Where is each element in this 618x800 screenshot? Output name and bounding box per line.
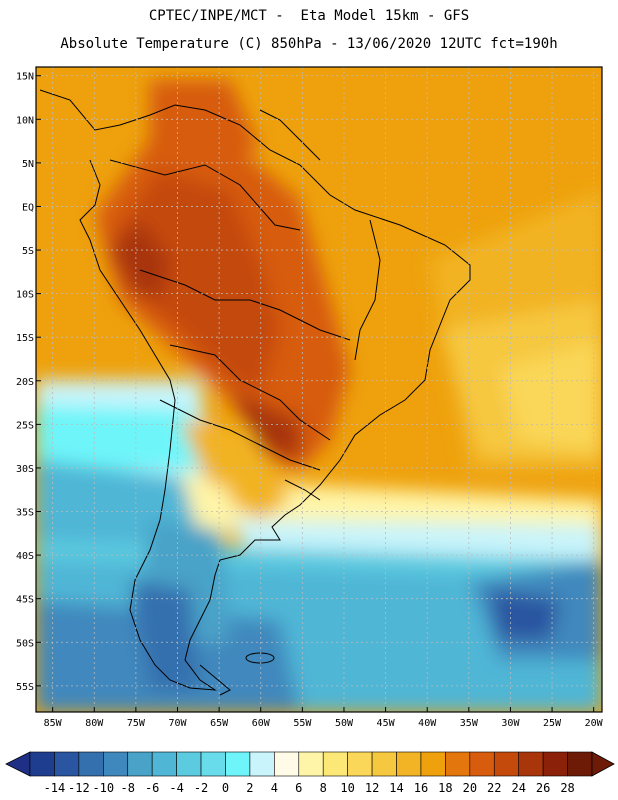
lat-label: 40S <box>16 551 34 562</box>
lat-label: 45S <box>16 595 34 606</box>
colorbar-swatch <box>445 751 471 777</box>
temperature-field <box>36 67 602 712</box>
colorbar-label: 8 <box>320 781 327 795</box>
colorbar-label: -8 <box>121 781 135 795</box>
lon-label: 35W <box>460 718 479 729</box>
colorbar-swatch <box>298 751 324 777</box>
lon-label: 65W <box>210 718 229 729</box>
lat-label: 5S <box>22 246 34 257</box>
lat-label: EQ <box>22 202 34 213</box>
colorbar-swatch <box>322 751 348 777</box>
lat-label: 50S <box>16 638 34 649</box>
colorbar-label: 24 <box>511 781 525 795</box>
lon-label: 30W <box>501 718 520 729</box>
colorbar-label: -4 <box>169 781 183 795</box>
lat-label: 10S <box>16 290 34 301</box>
colorbar-label: 4 <box>271 781 278 795</box>
colorbar-label: 14 <box>389 781 403 795</box>
colorbar-swatch <box>200 751 226 777</box>
colorbar-swatch <box>54 751 80 777</box>
colorbar-label: 26 <box>536 781 550 795</box>
colorbar-label: 22 <box>487 781 501 795</box>
lon-label: 75W <box>127 718 146 729</box>
colorbar-label: 6 <box>295 781 302 795</box>
title-line-2: Absolute Temperature (C) 850hPa - 13/06/… <box>60 36 558 52</box>
lat-label: 30S <box>16 464 34 475</box>
colorbar-swatch <box>396 751 422 777</box>
colorbar-label: -10 <box>92 781 114 795</box>
lon-label: 55W <box>293 718 312 729</box>
colorbar-swatch <box>420 751 446 777</box>
colorbar-label: 10 <box>340 781 354 795</box>
lon-label: 60W <box>252 718 271 729</box>
title-line-1: CPTEC/INPE/MCT - Eta Model 15km - GFS <box>148 8 470 24</box>
colorbar-label: -2 <box>194 781 208 795</box>
lon-label: 85W <box>44 718 63 729</box>
colorbar-swatch <box>347 751 373 777</box>
lon-label: 80W <box>85 718 104 729</box>
colorbar-swatch <box>274 751 300 777</box>
colorbar-swatch <box>29 751 55 777</box>
lat-label: 15S <box>16 333 34 344</box>
lon-label: 25W <box>543 718 562 729</box>
colorbar-label: 20 <box>463 781 477 795</box>
colorbar-swatch <box>78 751 104 777</box>
colorbar-label: -14 <box>44 781 66 795</box>
colorbar-label: 16 <box>414 781 428 795</box>
lat-label: 10N <box>16 115 34 126</box>
lon-label: 50W <box>335 718 354 729</box>
colorbar-label: 18 <box>438 781 452 795</box>
map-frame <box>35 66 603 713</box>
lat-label: 5N <box>22 159 34 170</box>
lon-label: 40W <box>418 718 437 729</box>
colorbar-swatch <box>371 751 397 777</box>
colorbar-swatch <box>127 751 153 777</box>
colorbar-swatch <box>176 751 202 777</box>
lat-label: 35S <box>16 508 34 519</box>
coastline <box>39 89 471 696</box>
colorbar-swatch <box>567 751 593 777</box>
colorbar-label: 28 <box>560 781 574 795</box>
colorbar-label: 12 <box>365 781 379 795</box>
colorbar-right-arrow <box>591 751 615 777</box>
lon-label: 70W <box>168 718 187 729</box>
latitude-labels: 15N 10N 5N EQ 5S 10S 15S 20S 25S 30S 35S 40S 45S 50S 5… <box>16 72 41 693</box>
colorbar-label: 0 <box>222 781 229 795</box>
colorbar-left-arrow <box>5 751 31 777</box>
lat-label: 55S <box>16 682 34 693</box>
lat-lon-grid <box>36 67 602 712</box>
lat-label: 15N <box>16 72 34 83</box>
colorbar-swatch <box>103 751 129 777</box>
colorbar-swatch <box>493 751 519 777</box>
colorbar-label: -12 <box>68 781 90 795</box>
colorbar-swatch <box>518 751 544 777</box>
colorbar-swatch <box>225 751 251 777</box>
longitude-labels: 85W 80W 75W 70W 65W 60W 55W 50W 45W 40W 35W 30W 25W 2… <box>44 707 604 729</box>
lat-label: 25S <box>16 420 34 431</box>
colorbar-swatch <box>249 751 275 777</box>
colorbar-label: -6 <box>145 781 159 795</box>
colorbar-label: 2 <box>246 781 253 795</box>
colorbar-swatch <box>542 751 568 777</box>
lon-label: 45W <box>377 718 396 729</box>
colorbar: -14 -12 -10 -8 -6 -4 -2 0 2 4 6 8 10 12 14 16 18 20 22 24 26… <box>5 751 615 795</box>
colorbar-swatch <box>151 751 177 777</box>
colorbar-swatch <box>469 751 495 777</box>
lon-label: 20W <box>585 718 604 729</box>
lat-label: 20S <box>16 377 34 388</box>
